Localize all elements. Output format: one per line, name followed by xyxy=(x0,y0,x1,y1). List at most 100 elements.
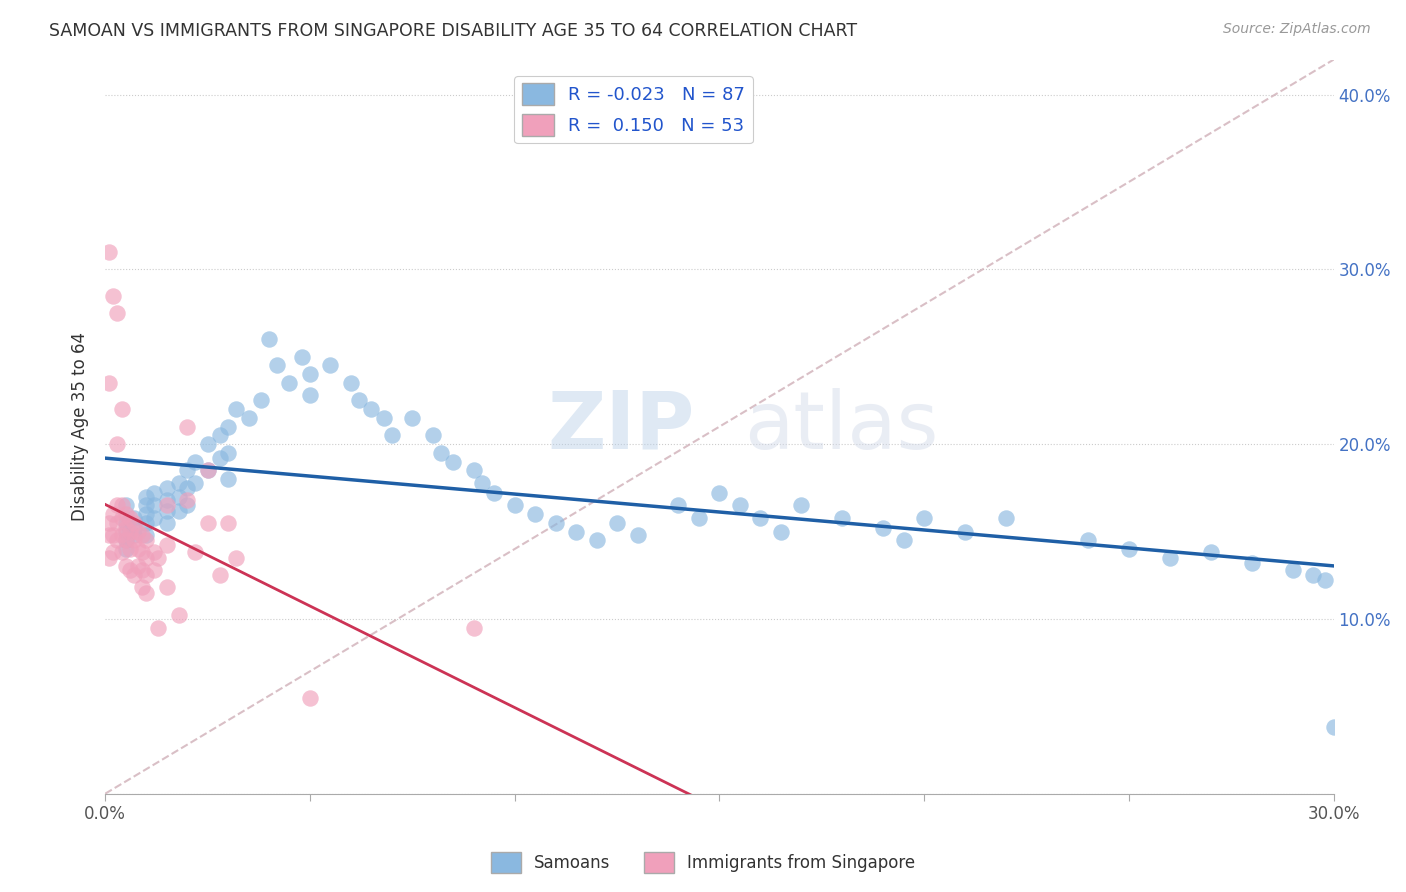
Point xyxy=(143,510,166,524)
Point xyxy=(184,475,207,490)
Point xyxy=(167,608,190,623)
Point xyxy=(208,568,231,582)
Point xyxy=(103,528,125,542)
Text: Source: ZipAtlas.com: Source: ZipAtlas.com xyxy=(1223,22,1371,37)
Point xyxy=(769,524,792,539)
Point xyxy=(565,524,588,539)
Point xyxy=(208,451,231,466)
Point xyxy=(114,498,136,512)
Point xyxy=(995,510,1018,524)
Point xyxy=(298,368,321,382)
Point xyxy=(208,428,231,442)
Point xyxy=(114,521,136,535)
Point xyxy=(118,510,141,524)
Point xyxy=(197,437,219,451)
Point xyxy=(98,244,121,259)
Point xyxy=(217,472,239,486)
Point xyxy=(176,493,198,508)
Point xyxy=(135,533,157,548)
Point xyxy=(127,524,149,539)
Point xyxy=(217,419,239,434)
Point xyxy=(197,516,219,530)
Point xyxy=(1281,563,1303,577)
Point xyxy=(266,359,288,373)
Point xyxy=(131,545,153,559)
Point xyxy=(953,524,976,539)
Point xyxy=(668,498,690,512)
Point xyxy=(118,524,141,539)
Point xyxy=(217,446,239,460)
Point xyxy=(1077,533,1099,548)
Point xyxy=(503,498,526,512)
Point xyxy=(1118,541,1140,556)
Point xyxy=(156,581,179,595)
Point xyxy=(872,521,894,535)
Point xyxy=(340,376,363,390)
Point xyxy=(135,550,157,565)
Point xyxy=(156,539,179,553)
Point xyxy=(1302,568,1324,582)
Point xyxy=(143,545,166,559)
Point xyxy=(626,528,648,542)
Point xyxy=(257,332,280,346)
Point xyxy=(103,288,125,302)
Point xyxy=(360,402,382,417)
Point xyxy=(114,533,136,548)
Point xyxy=(127,559,149,574)
Point xyxy=(122,521,145,535)
Point xyxy=(238,410,260,425)
Point xyxy=(893,533,915,548)
Point xyxy=(135,516,157,530)
Point xyxy=(347,393,370,408)
Point xyxy=(278,376,301,390)
Point xyxy=(422,428,444,442)
Point xyxy=(135,568,157,582)
Point xyxy=(118,563,141,577)
Legend: Samoans, Immigrants from Singapore: Samoans, Immigrants from Singapore xyxy=(484,846,922,880)
Point xyxy=(114,516,136,530)
Point xyxy=(912,510,935,524)
Point xyxy=(728,498,751,512)
Point xyxy=(709,486,731,500)
Y-axis label: Disability Age 35 to 64: Disability Age 35 to 64 xyxy=(72,332,89,521)
Point xyxy=(167,475,190,490)
Point xyxy=(225,402,247,417)
Point xyxy=(1199,545,1222,559)
Point xyxy=(197,463,219,477)
Point xyxy=(135,507,157,521)
Point xyxy=(114,559,136,574)
Point xyxy=(184,545,207,559)
Point xyxy=(98,550,121,565)
Point xyxy=(790,498,813,512)
Point xyxy=(98,528,121,542)
Point xyxy=(1240,556,1263,570)
Point xyxy=(107,533,129,548)
Point xyxy=(127,541,149,556)
Point xyxy=(110,545,132,559)
Point xyxy=(110,498,132,512)
Text: atlas: atlas xyxy=(744,388,938,466)
Point xyxy=(373,410,395,425)
Point xyxy=(148,550,170,565)
Point xyxy=(135,585,157,599)
Point xyxy=(143,498,166,512)
Point xyxy=(131,563,153,577)
Point xyxy=(98,376,121,390)
Point xyxy=(484,486,506,500)
Point xyxy=(749,510,772,524)
Point xyxy=(110,402,132,417)
Point xyxy=(122,528,145,542)
Point xyxy=(441,454,464,468)
Point xyxy=(430,446,453,460)
Point xyxy=(131,528,153,542)
Text: SAMOAN VS IMMIGRANTS FROM SINGAPORE DISABILITY AGE 35 TO 64 CORRELATION CHART: SAMOAN VS IMMIGRANTS FROM SINGAPORE DISA… xyxy=(49,22,858,40)
Point xyxy=(606,516,628,530)
Point xyxy=(107,306,129,320)
Point xyxy=(831,510,853,524)
Point xyxy=(114,524,136,539)
Point xyxy=(319,359,342,373)
Point xyxy=(122,510,145,524)
Point xyxy=(156,516,179,530)
Point xyxy=(688,510,710,524)
Point xyxy=(291,350,314,364)
